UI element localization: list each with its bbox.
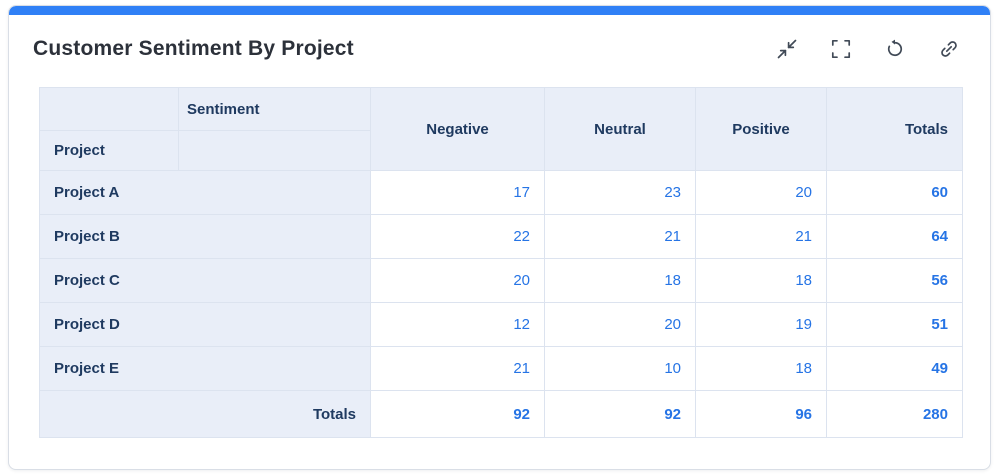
column-header-positive: Positive xyxy=(695,87,827,171)
value-cell: 10 xyxy=(544,346,696,391)
widget-toolbar xyxy=(776,38,960,60)
value-cell: 20 xyxy=(370,258,545,303)
row-total-cell: 64 xyxy=(826,214,963,259)
collapse-icon xyxy=(777,39,797,59)
table-row: Project A 17 23 20 60 xyxy=(39,170,963,215)
table-row: Project D 12 20 19 51 xyxy=(39,302,963,347)
row-total-cell: 60 xyxy=(826,170,963,215)
row-total-cell: 49 xyxy=(826,346,963,391)
grand-total-cell: 280 xyxy=(826,390,963,438)
row-total-cell: 51 xyxy=(826,302,963,347)
widget-title: Customer Sentiment By Project xyxy=(33,37,354,60)
table-row: Project B 22 21 21 64 xyxy=(39,214,963,259)
value-cell: 12 xyxy=(370,302,545,347)
value-cell: 21 xyxy=(544,214,696,259)
total-cell: 92 xyxy=(370,390,545,438)
row-header: Project A xyxy=(39,170,371,215)
link-icon xyxy=(941,41,957,57)
row-total-cell: 56 xyxy=(826,258,963,303)
totals-row: Totals 92 92 96 280 xyxy=(39,390,963,438)
fullscreen-icon xyxy=(831,39,851,59)
row-header: Project E xyxy=(39,346,371,391)
table-row: Project E 21 10 18 49 xyxy=(39,346,963,391)
reset-button[interactable] xyxy=(884,38,906,60)
corner-empty-cell xyxy=(39,87,179,131)
pivot-table: Sentiment Negative Neutral Positive Tota… xyxy=(39,87,963,438)
value-cell: 17 xyxy=(370,170,545,215)
row-header: Project D xyxy=(39,302,371,347)
column-header-totals: Totals xyxy=(826,87,963,171)
value-cell: 18 xyxy=(695,258,827,303)
header-row-project: Project xyxy=(39,130,963,171)
table-row: Project C 20 18 18 56 xyxy=(39,258,963,303)
column-header-negative: Negative xyxy=(370,87,545,171)
widget-header: Customer Sentiment By Project xyxy=(9,15,990,61)
value-cell: 18 xyxy=(695,346,827,391)
value-cell: 19 xyxy=(695,302,827,347)
collapse-button[interactable] xyxy=(776,38,798,60)
value-cell: 20 xyxy=(695,170,827,215)
row-dimension-label: Project xyxy=(39,130,179,171)
total-cell: 92 xyxy=(544,390,696,438)
column-header-neutral: Neutral xyxy=(544,87,696,171)
accent-bar xyxy=(9,6,990,15)
corner-empty-cell-2 xyxy=(178,130,371,171)
value-cell: 21 xyxy=(695,214,827,259)
fullscreen-button[interactable] xyxy=(830,38,852,60)
totals-row-header: Totals xyxy=(39,390,371,438)
value-cell: 20 xyxy=(544,302,696,347)
link-button[interactable] xyxy=(938,38,960,60)
row-header: Project C xyxy=(39,258,371,303)
total-cell: 96 xyxy=(695,390,827,438)
widget-card: Customer Sentiment By Project xyxy=(8,5,991,470)
reset-icon xyxy=(887,39,903,57)
column-dimension-label: Sentiment xyxy=(178,87,371,131)
value-cell: 23 xyxy=(544,170,696,215)
header-row-dimensions: Sentiment Negative Neutral Positive Tota… xyxy=(39,87,963,171)
value-cell: 21 xyxy=(370,346,545,391)
value-cell: 22 xyxy=(370,214,545,259)
row-header: Project B xyxy=(39,214,371,259)
value-cell: 18 xyxy=(544,258,696,303)
